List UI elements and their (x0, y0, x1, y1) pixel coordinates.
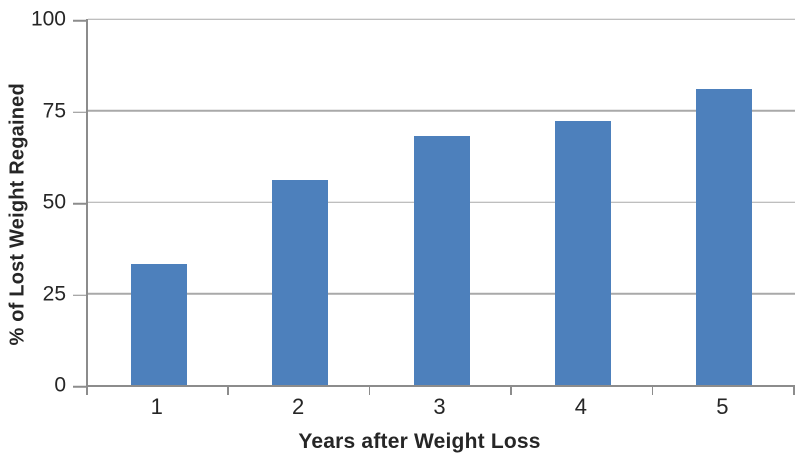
y-axis-tick-labels: 0 25 50 75 100 (0, 9, 66, 396)
bar-year-5 (696, 88, 753, 385)
y-tick-mark-75 (73, 111, 86, 113)
x-tick-mark-5 (793, 387, 795, 395)
x-tick-label-3: 3 (433, 394, 446, 419)
gridline-100 (88, 18, 795, 20)
x-tick-mark-0 (86, 387, 88, 395)
y-tick-mark-50 (73, 202, 86, 205)
category-slot-2 (229, 19, 370, 385)
category-slot-4 (512, 19, 653, 385)
x-tick-mark-4 (651, 387, 654, 395)
category-slot-1 (88, 19, 229, 385)
x-tick-mark-3 (510, 387, 512, 395)
x-tick-mark-2 (368, 387, 371, 395)
y-tick-label-50: 50 (42, 190, 66, 214)
gridline-75 (88, 109, 795, 112)
x-tick-label-1: 1 (150, 394, 163, 419)
y-tick-label-75: 75 (42, 99, 66, 122)
y-tick-label-0: 0 (54, 373, 66, 397)
x-tick-label-2: 2 (291, 394, 305, 419)
y-tick-label-100: 100 (30, 7, 66, 31)
x-tick-mark-1 (227, 387, 229, 395)
y-tick-label-25: 25 (42, 282, 66, 305)
category-slot-5 (654, 19, 795, 385)
x-tick-label-4: 4 (574, 394, 588, 419)
bar-year-1 (130, 264, 187, 385)
x-axis-title: Years after Weight Loss (298, 430, 541, 453)
bar-year-2 (272, 180, 329, 385)
x-tick-label-5: 5 (716, 394, 729, 419)
x-axis-tick-labels: 1 2 3 4 5 (86, 394, 793, 420)
bar-year-4 (554, 121, 611, 385)
category-slot-3 (371, 19, 512, 385)
y-tick-mark-100 (73, 19, 86, 22)
y-tick-mark-0 (73, 385, 86, 388)
bar-year-3 (413, 136, 470, 385)
plot-area (86, 18, 795, 387)
y-tick-mark-25 (73, 294, 86, 296)
